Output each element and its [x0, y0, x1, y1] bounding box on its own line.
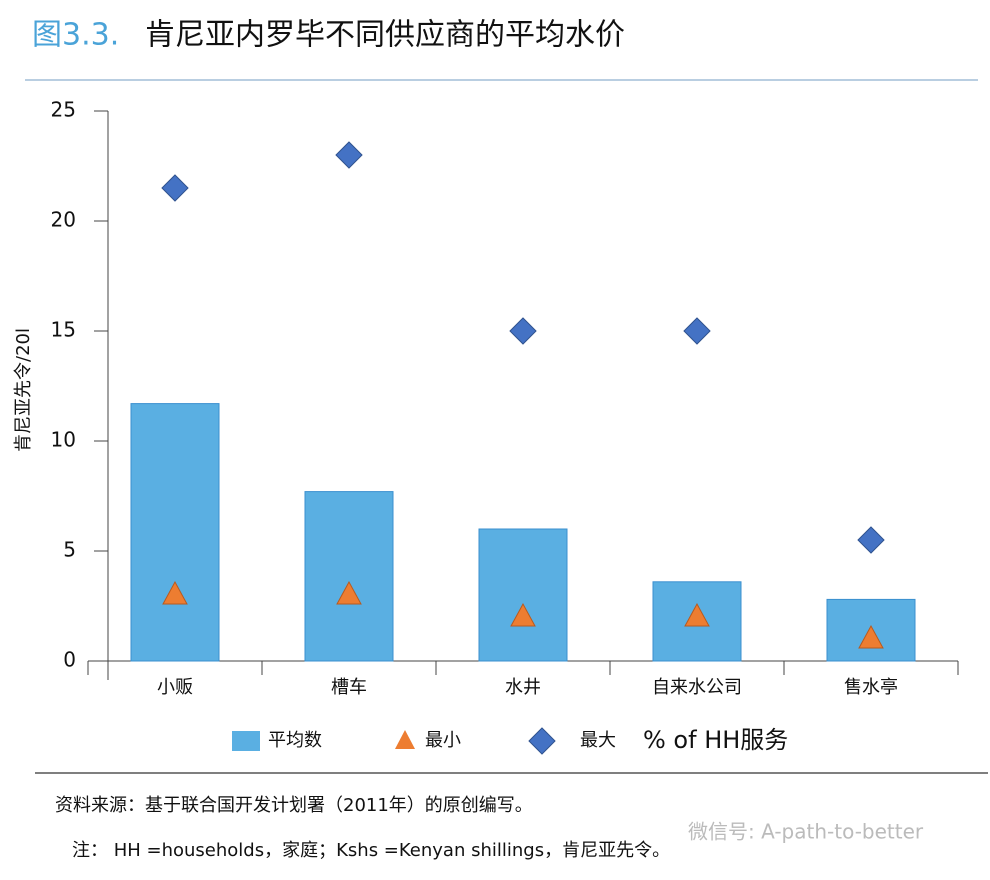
source: 资料来源：基于联合国开发计划署（2011年）的原创编写。 — [55, 795, 533, 816]
legend-label: 平均数 — [268, 730, 322, 751]
x-tick-label: 小贩 — [157, 677, 193, 698]
y-tick-label: 20 — [51, 208, 76, 232]
legend-swatch — [395, 730, 415, 749]
bar — [478, 528, 568, 662]
bar — [130, 403, 220, 662]
x-tick-label: 槽车 — [331, 677, 367, 698]
watermark: 微信号: A-path-to-better — [688, 820, 924, 844]
legend-label: 最大 — [580, 730, 616, 751]
y-tick-label: 0 — [63, 648, 76, 672]
figure-label: 图3.3. — [32, 18, 119, 53]
x-tick-label: 自来水公司 — [652, 677, 742, 698]
y-axis-label: 肯尼亚先令/20l — [13, 328, 34, 452]
min-marker — [684, 602, 710, 627]
max-marker — [683, 317, 711, 345]
y-tick-label: 10 — [51, 428, 76, 452]
x-tick-label: 售水亭 — [844, 677, 898, 698]
legend-note: % of HH服务 — [643, 726, 788, 754]
y-tick-label: 25 — [51, 98, 76, 122]
max-marker — [857, 526, 885, 554]
legend-swatch — [232, 731, 260, 751]
y-tick-label: 5 — [63, 538, 76, 562]
min-marker — [510, 602, 536, 627]
y-tick-label: 15 — [51, 318, 76, 342]
x-tick-label: 水井 — [505, 677, 541, 698]
legend-swatch — [528, 727, 556, 755]
note: 注： HH =households，家庭；Kshs =Kenyan shilli… — [72, 840, 670, 861]
min-marker — [336, 580, 362, 605]
max-marker — [161, 174, 189, 202]
max-marker — [335, 141, 363, 169]
legend-label: 最小 — [425, 730, 461, 751]
min-marker — [858, 624, 884, 649]
max-marker — [509, 317, 537, 345]
min-marker — [162, 580, 188, 605]
bar — [304, 491, 394, 662]
chart-title: 肯尼亚内罗毕不同供应商的平均水价 — [145, 18, 625, 53]
